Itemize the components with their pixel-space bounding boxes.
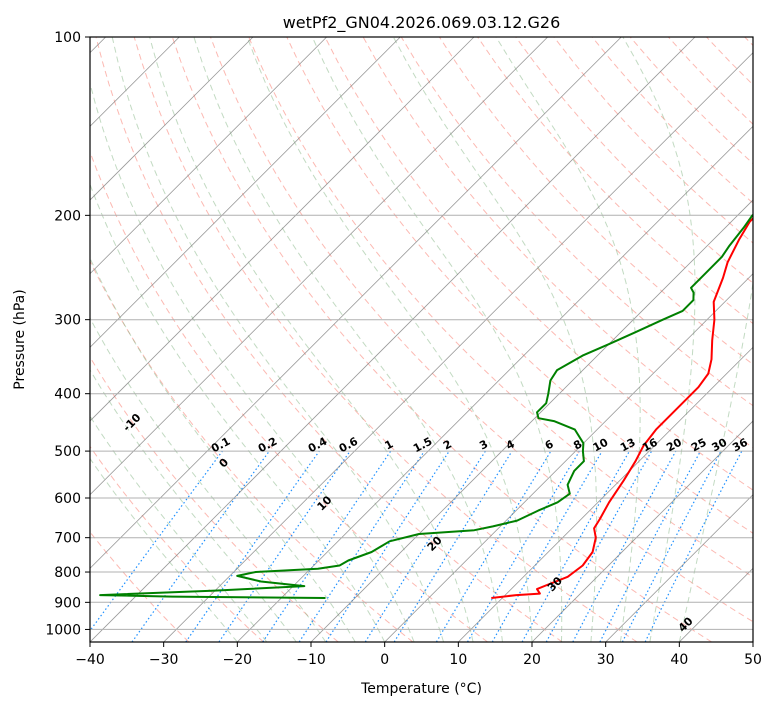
isotherm-line bbox=[90, 37, 475, 422]
dry-adiabat-line bbox=[248, 37, 753, 578]
isotherm-line bbox=[90, 37, 622, 569]
y-tick-label: 100 bbox=[54, 30, 81, 46]
x-tick-label: 20 bbox=[523, 652, 541, 668]
dry-adiabat-line bbox=[210, 37, 753, 623]
dry-adiabat-line bbox=[95, 37, 563, 642]
isotherm-line bbox=[90, 37, 401, 348]
isotherm-line bbox=[90, 37, 254, 201]
mixing-ratio-label: 13 bbox=[618, 436, 638, 455]
profiles bbox=[99, 213, 753, 599]
x-tick-label: −40 bbox=[75, 652, 105, 668]
moist-adiabat-line bbox=[90, 256, 356, 642]
isotherm-line bbox=[90, 37, 548, 496]
moist-adiabat-line bbox=[90, 415, 268, 642]
isotherm-line bbox=[605, 494, 753, 642]
moist-adiabat-line bbox=[149, 37, 474, 642]
isobars bbox=[90, 37, 753, 630]
moist-adiabat-line bbox=[90, 457, 238, 642]
isotherm-line bbox=[90, 37, 696, 642]
y-tick-label: 1000 bbox=[45, 622, 81, 638]
moist-adiabat-line bbox=[495, 37, 641, 642]
mixing-ratio-lines bbox=[90, 450, 743, 642]
x-axis: −40 −30 −20 −10 0 10 20 30 40 50 bbox=[75, 642, 762, 668]
isotherm-line bbox=[163, 52, 753, 642]
x-axis-label: Temperature (°C) bbox=[360, 681, 482, 697]
moist-adiabat-line bbox=[622, 37, 696, 642]
dry-adiabats bbox=[90, 37, 753, 642]
mixing-ratio-line bbox=[131, 450, 270, 642]
mixing-ratio-line bbox=[325, 450, 450, 642]
moist-adiabat-line bbox=[90, 182, 386, 642]
dewpoint-profile-line bbox=[99, 213, 753, 599]
temperature-profile-line bbox=[491, 216, 753, 599]
isotherm-line bbox=[458, 346, 753, 642]
mixing-ratio-line bbox=[521, 450, 631, 642]
y-axis: 100 200 300 400 500 600 700 800 900 1000 bbox=[45, 30, 90, 638]
x-tick-label: −10 bbox=[296, 652, 326, 668]
mixing-ratio-line bbox=[393, 450, 513, 642]
mixing-ratio-label: 20 bbox=[664, 436, 684, 455]
y-tick-label: 500 bbox=[54, 444, 81, 460]
x-tick-label: −20 bbox=[223, 652, 253, 668]
mixing-ratio-label: 25 bbox=[689, 436, 709, 455]
x-tick-label: −30 bbox=[149, 652, 179, 668]
moist-adiabat-line bbox=[111, 37, 445, 642]
dry-adiabat-line bbox=[324, 37, 753, 491]
mixing-ratio-line bbox=[90, 450, 223, 632]
moist-adiabat-line bbox=[311, 37, 563, 642]
mixing-ratio-line bbox=[185, 450, 320, 642]
x-tick-label: 30 bbox=[597, 652, 615, 668]
mixing-ratio-label: 36 bbox=[730, 436, 750, 455]
moist-adiabats bbox=[90, 37, 753, 642]
y-tick-label: 300 bbox=[54, 313, 81, 329]
y-axis-label: Pressure (hPa) bbox=[12, 289, 28, 389]
mixing-ratio-line bbox=[298, 450, 425, 642]
dry-adiabat-line bbox=[90, 356, 339, 642]
dry-adiabat-line bbox=[133, 37, 638, 642]
y-tick-label: 400 bbox=[54, 387, 81, 403]
isotherms bbox=[90, 37, 753, 642]
mixing-ratio-line bbox=[218, 450, 351, 642]
isotherm-line bbox=[531, 420, 753, 642]
chart-title: wetPf2_GN04.2026.069.03.12.G26 bbox=[283, 13, 561, 33]
x-tick-label: 10 bbox=[449, 652, 467, 668]
mixing-ratio-line bbox=[545, 450, 653, 642]
moist-adiabat-line bbox=[90, 368, 297, 642]
dry-adiabat-line bbox=[515, 37, 753, 284]
isotherm-line bbox=[310, 199, 753, 642]
mixing-ratio-label: 30 bbox=[710, 436, 730, 455]
moist-adiabat-line bbox=[246, 37, 533, 642]
x-tick-label: 40 bbox=[670, 652, 688, 668]
dry-adiabat-line bbox=[90, 259, 414, 642]
dry-adiabat-line bbox=[286, 37, 753, 534]
moist-adiabat-line bbox=[392, 37, 598, 642]
dry-adiabat-line bbox=[90, 445, 264, 642]
mixing-ratio-line bbox=[262, 450, 392, 642]
x-tick-label: 50 bbox=[744, 652, 762, 668]
isotherm-line bbox=[237, 125, 753, 642]
moist-adiabat-line bbox=[678, 280, 753, 642]
y-tick-label: 600 bbox=[54, 491, 81, 507]
x-tick-label: 0 bbox=[380, 652, 389, 668]
y-tick-label: 900 bbox=[54, 595, 81, 611]
mixing-ratio-label: 10 bbox=[591, 436, 611, 455]
y-tick-label: 700 bbox=[54, 531, 81, 547]
isotherm-line bbox=[384, 273, 753, 642]
moist-adiabat-line bbox=[90, 317, 327, 642]
isotherm-line bbox=[90, 37, 327, 275]
y-tick-label: 800 bbox=[54, 565, 81, 581]
dry-adiabat-line bbox=[171, 37, 712, 642]
mixing-ratio-line bbox=[572, 450, 677, 642]
mixing-ratio-label: 16 bbox=[640, 436, 660, 455]
y-tick-label: 200 bbox=[54, 208, 81, 224]
mixing-ratio-line bbox=[644, 450, 743, 642]
plot-frame bbox=[89, 36, 754, 643]
moist-adiabat-line bbox=[193, 37, 503, 642]
